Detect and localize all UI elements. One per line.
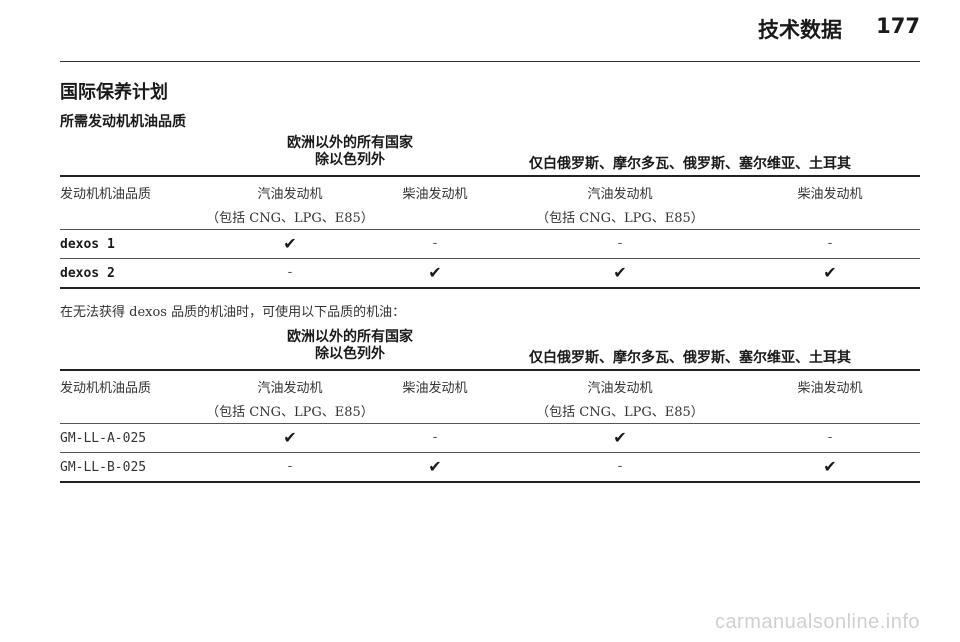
table-cell: ✔	[428, 263, 442, 282]
sub-title: 所需发动机机油品质	[60, 114, 186, 130]
section-title: 国际保养计划	[60, 82, 168, 103]
table-row-label: dexos 2	[60, 266, 115, 281]
table-row-label: GM-LL-A-025	[60, 431, 147, 446]
table-cell: -	[432, 236, 438, 251]
group-header-line-1: 欧洲以外的所有国家	[287, 329, 413, 345]
header-divider	[60, 61, 920, 62]
table-cell: ✔	[283, 234, 297, 253]
group-header-line-1: 欧洲以外的所有国家	[287, 135, 413, 151]
column-header-petrol: 汽油发动机	[257, 381, 323, 396]
column-header-diesel: 柴油发动机	[402, 187, 468, 202]
watermark: carmanualsonline.info	[714, 611, 920, 633]
table-rule	[60, 175, 920, 177]
column-header-petrol-note: （包括 CNG、LPG、E85）	[536, 405, 704, 420]
column-header-quality: 发动机机油品质	[60, 187, 152, 202]
column-header-petrol: 汽油发动机	[257, 187, 323, 202]
column-header-diesel: 柴油发动机	[402, 381, 468, 396]
group-header-line-2: 除以色列外	[315, 346, 385, 362]
table-rule	[60, 481, 920, 483]
table-cell: ✔	[283, 428, 297, 447]
column-header-diesel: 柴油发动机	[797, 381, 863, 396]
table-rule	[60, 423, 920, 424]
table-cell: -	[617, 459, 623, 474]
table-cell: ✔	[428, 457, 442, 476]
column-header-petrol-note: （包括 CNG、LPG、E85）	[536, 211, 704, 226]
table-cell: -	[827, 430, 833, 445]
alternative-oil-note: 在无法获得 dexos 品质的机油时，可使用以下品质的机油：	[60, 305, 406, 320]
column-header-quality: 发动机机油品质	[60, 381, 152, 396]
oil-quality-table-1: 欧洲以外的所有国家 除以色列外 仅白俄罗斯、摩尔多瓦、俄罗斯、塞尔维亚、土耳其 …	[60, 133, 920, 293]
column-header-petrol: 汽油发动机	[587, 381, 653, 396]
column-header-diesel: 柴油发动机	[797, 187, 863, 202]
table-rule	[60, 287, 920, 289]
column-header-petrol: 汽油发动机	[587, 187, 653, 202]
table-cell: -	[287, 459, 293, 474]
table-cell: -	[432, 430, 438, 445]
table-rule	[60, 229, 920, 230]
table-rule	[60, 369, 920, 371]
group-header-select-countries: 仅白俄罗斯、摩尔多瓦、俄罗斯、塞尔维亚、土耳其	[529, 350, 851, 366]
column-header-petrol-note: （包括 CNG、LPG、E85）	[206, 405, 374, 420]
table-cell: -	[827, 236, 833, 251]
table-cell: ✔	[823, 457, 837, 476]
table-cell: ✔	[613, 428, 627, 447]
table-cell: -	[287, 265, 293, 280]
table-row-label: dexos 1	[60, 237, 115, 252]
group-header-line-2: 除以色列外	[315, 152, 385, 168]
table-rule	[60, 258, 920, 259]
table-cell: ✔	[823, 263, 837, 282]
page-number: 177	[876, 14, 920, 38]
page-header-title: 技术数据	[758, 18, 842, 42]
table-cell: -	[617, 236, 623, 251]
group-header-outside-europe: 欧洲以外的所有国家 除以色列外	[240, 329, 460, 363]
group-header-outside-europe: 欧洲以外的所有国家 除以色列外	[240, 135, 460, 169]
table-cell: ✔	[613, 263, 627, 282]
column-header-petrol-note: （包括 CNG、LPG、E85）	[206, 211, 374, 226]
oil-quality-table-2: 欧洲以外的所有国家 除以色列外 仅白俄罗斯、摩尔多瓦、俄罗斯、塞尔维亚、土耳其 …	[60, 327, 920, 487]
table-row-label: GM-LL-B-025	[60, 460, 147, 475]
group-header-select-countries: 仅白俄罗斯、摩尔多瓦、俄罗斯、塞尔维亚、土耳其	[529, 156, 851, 172]
table-rule	[60, 452, 920, 453]
